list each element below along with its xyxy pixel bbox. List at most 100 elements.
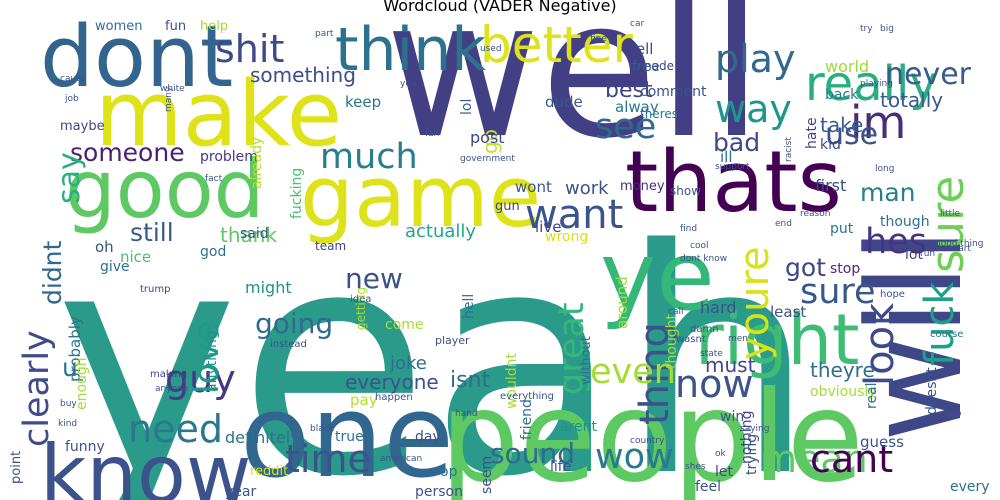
word-46: still bbox=[130, 218, 174, 247]
word-98: problem bbox=[200, 149, 258, 165]
word-76: least bbox=[770, 303, 807, 321]
word-138: year bbox=[225, 484, 257, 500]
word-82: back bbox=[825, 87, 859, 103]
word-8: good bbox=[65, 143, 265, 236]
word-187: black bbox=[310, 424, 334, 434]
word-165: run bbox=[920, 249, 936, 259]
word-19: im bbox=[850, 96, 907, 149]
word-147: anyone bbox=[155, 384, 189, 394]
word-172: part bbox=[315, 29, 334, 39]
word-57: take bbox=[820, 113, 864, 137]
word-169: support bbox=[715, 162, 750, 172]
word-51: sound bbox=[490, 437, 575, 470]
word-164: start bbox=[950, 244, 971, 254]
word-13: right bbox=[695, 299, 860, 381]
word-6: make bbox=[95, 62, 343, 167]
word-107: wrong bbox=[545, 229, 589, 245]
word-103: god bbox=[200, 244, 227, 260]
word-87: tell bbox=[630, 40, 654, 58]
word-91: live bbox=[535, 218, 562, 236]
word-101: oh bbox=[95, 238, 114, 256]
word-64: definitely bbox=[225, 428, 300, 447]
word-194: hand bbox=[455, 409, 478, 419]
word-135: true bbox=[335, 429, 364, 445]
word-22: use bbox=[825, 117, 879, 152]
word-109: show bbox=[670, 184, 702, 198]
word-84: made bbox=[640, 59, 675, 73]
word-42: sure bbox=[800, 272, 876, 312]
word-45: new bbox=[345, 262, 403, 295]
word-86: free bbox=[632, 59, 660, 75]
word-102: nice bbox=[120, 248, 152, 266]
word-48: bad bbox=[713, 128, 761, 157]
word-39: cant bbox=[810, 437, 894, 481]
word-173: try bbox=[860, 24, 873, 34]
chart-title: Wordcloud (VADER Negative) bbox=[383, 0, 617, 15]
word-11: ye bbox=[600, 222, 715, 332]
word-17: play bbox=[715, 37, 796, 81]
word-193: dont know bbox=[680, 254, 728, 264]
word-174: big bbox=[880, 24, 894, 34]
word-67: work bbox=[565, 178, 609, 199]
word-158: american bbox=[380, 454, 423, 464]
word-159: everything bbox=[500, 391, 554, 402]
word-93: lol bbox=[459, 98, 475, 116]
word-16: really bbox=[805, 56, 938, 112]
word-18: way bbox=[715, 87, 792, 131]
word-80: kid bbox=[820, 137, 841, 153]
word-55: never bbox=[885, 57, 972, 92]
word-4: one bbox=[240, 370, 454, 500]
word-21: see bbox=[595, 107, 657, 147]
word-188: buy bbox=[60, 399, 77, 409]
word-2: people bbox=[440, 365, 864, 500]
word-50: wow bbox=[595, 437, 674, 477]
word-63: must bbox=[705, 353, 756, 377]
word-40: hes bbox=[865, 222, 927, 262]
word-12: think bbox=[335, 15, 486, 85]
word-31: guy bbox=[165, 357, 236, 401]
word-144: instead bbox=[270, 339, 307, 350]
word-96: help bbox=[200, 19, 229, 34]
word-32: need bbox=[128, 407, 223, 451]
word-132: seem bbox=[479, 455, 495, 494]
word-53: even bbox=[590, 352, 676, 392]
word-162: cool bbox=[690, 241, 709, 251]
word-184: racist bbox=[784, 137, 794, 163]
word-69: though bbox=[880, 214, 930, 230]
word-146: making bbox=[150, 369, 188, 380]
word-24: much bbox=[320, 137, 418, 177]
word-186: long bbox=[875, 164, 895, 174]
word-9: game bbox=[300, 148, 542, 247]
word-73: joke bbox=[390, 353, 427, 374]
word-156: call bbox=[668, 307, 684, 317]
word-65: actually bbox=[405, 221, 477, 242]
word-123: trying bbox=[744, 434, 760, 476]
word-150: damn bbox=[690, 324, 719, 335]
word-14: better bbox=[480, 16, 634, 74]
word-182: yea bbox=[400, 79, 417, 89]
word-75: hard bbox=[700, 298, 737, 317]
word-62: theyre bbox=[810, 358, 875, 382]
word-23: want bbox=[525, 192, 624, 238]
word-157: shes bbox=[685, 462, 706, 472]
word-124: real bbox=[864, 382, 880, 409]
word-72: lot bbox=[905, 247, 923, 263]
word-88: ill bbox=[720, 148, 733, 166]
word-180: white bbox=[160, 84, 185, 94]
word-41: got bbox=[785, 253, 826, 282]
word-0: yeah bbox=[55, 184, 816, 500]
word-170: government bbox=[460, 154, 515, 164]
word-74: pay bbox=[350, 391, 378, 409]
word-191: ok bbox=[715, 449, 726, 459]
word-153: hope bbox=[880, 289, 905, 300]
word-99: fucking bbox=[289, 167, 305, 219]
word-148: happen bbox=[375, 392, 413, 403]
word-131: life bbox=[550, 459, 572, 475]
word-171: car bbox=[630, 19, 645, 29]
word-1: well bbox=[385, 0, 763, 180]
word-89: dude bbox=[545, 93, 583, 111]
word-33: time bbox=[285, 437, 371, 481]
word-166: good thing bbox=[935, 239, 984, 249]
word-151: men bbox=[728, 334, 749, 344]
